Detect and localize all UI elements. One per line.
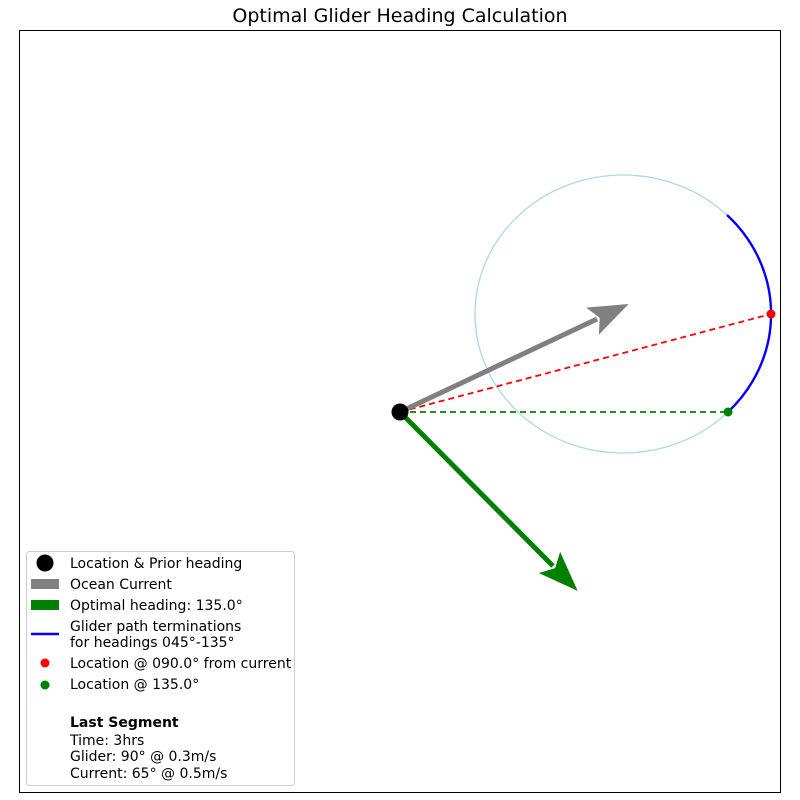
legend-last-segment-current: Current: 65° @ 0.5m/s [70,766,227,782]
line-to-location-from-current [399,313,772,413]
legend-marker-optimal [31,600,59,610]
legend-label-arc-line2: for headings 045°-135° [70,635,235,651]
legend-last-segment-glider: Glider: 90° @ 0.3m/s [70,749,216,765]
legend-box [26,551,295,786]
legend-label-arc-line1: Glider path terminations [70,619,241,635]
legend-label-green-point: Location @ 135.0° [70,677,199,693]
ocean-current-arrow [398,304,629,415]
legend-label-optimal: Optimal heading: 135.0° [70,598,243,614]
legend: Location & Prior heading Ocean Current O… [26,551,295,786]
location-prior-heading-point [391,403,409,421]
glider-terminations-arc [726,214,773,413]
legend-marker-red-point [40,658,50,668]
legend-label-location: Location & Prior heading [70,556,242,572]
location-optimal-point [723,407,733,417]
legend-label-red-point: Location @ 090.0° from current [70,656,292,672]
location-from-current-point [766,309,776,319]
plot-frame [19,30,781,793]
chart-title: Optimal Glider Heading Calculation [232,5,567,27]
legend-marker-location [36,554,54,572]
legend-marker-current [31,579,59,589]
legend-last-segment-time: Time: 3hrs [69,733,144,749]
optimal-heading-arrow [398,410,578,591]
legend-last-segment-heading: Last Segment [70,715,179,731]
legend-marker-green-point [40,680,50,690]
legend-label-current: Ocean Current [70,577,172,593]
